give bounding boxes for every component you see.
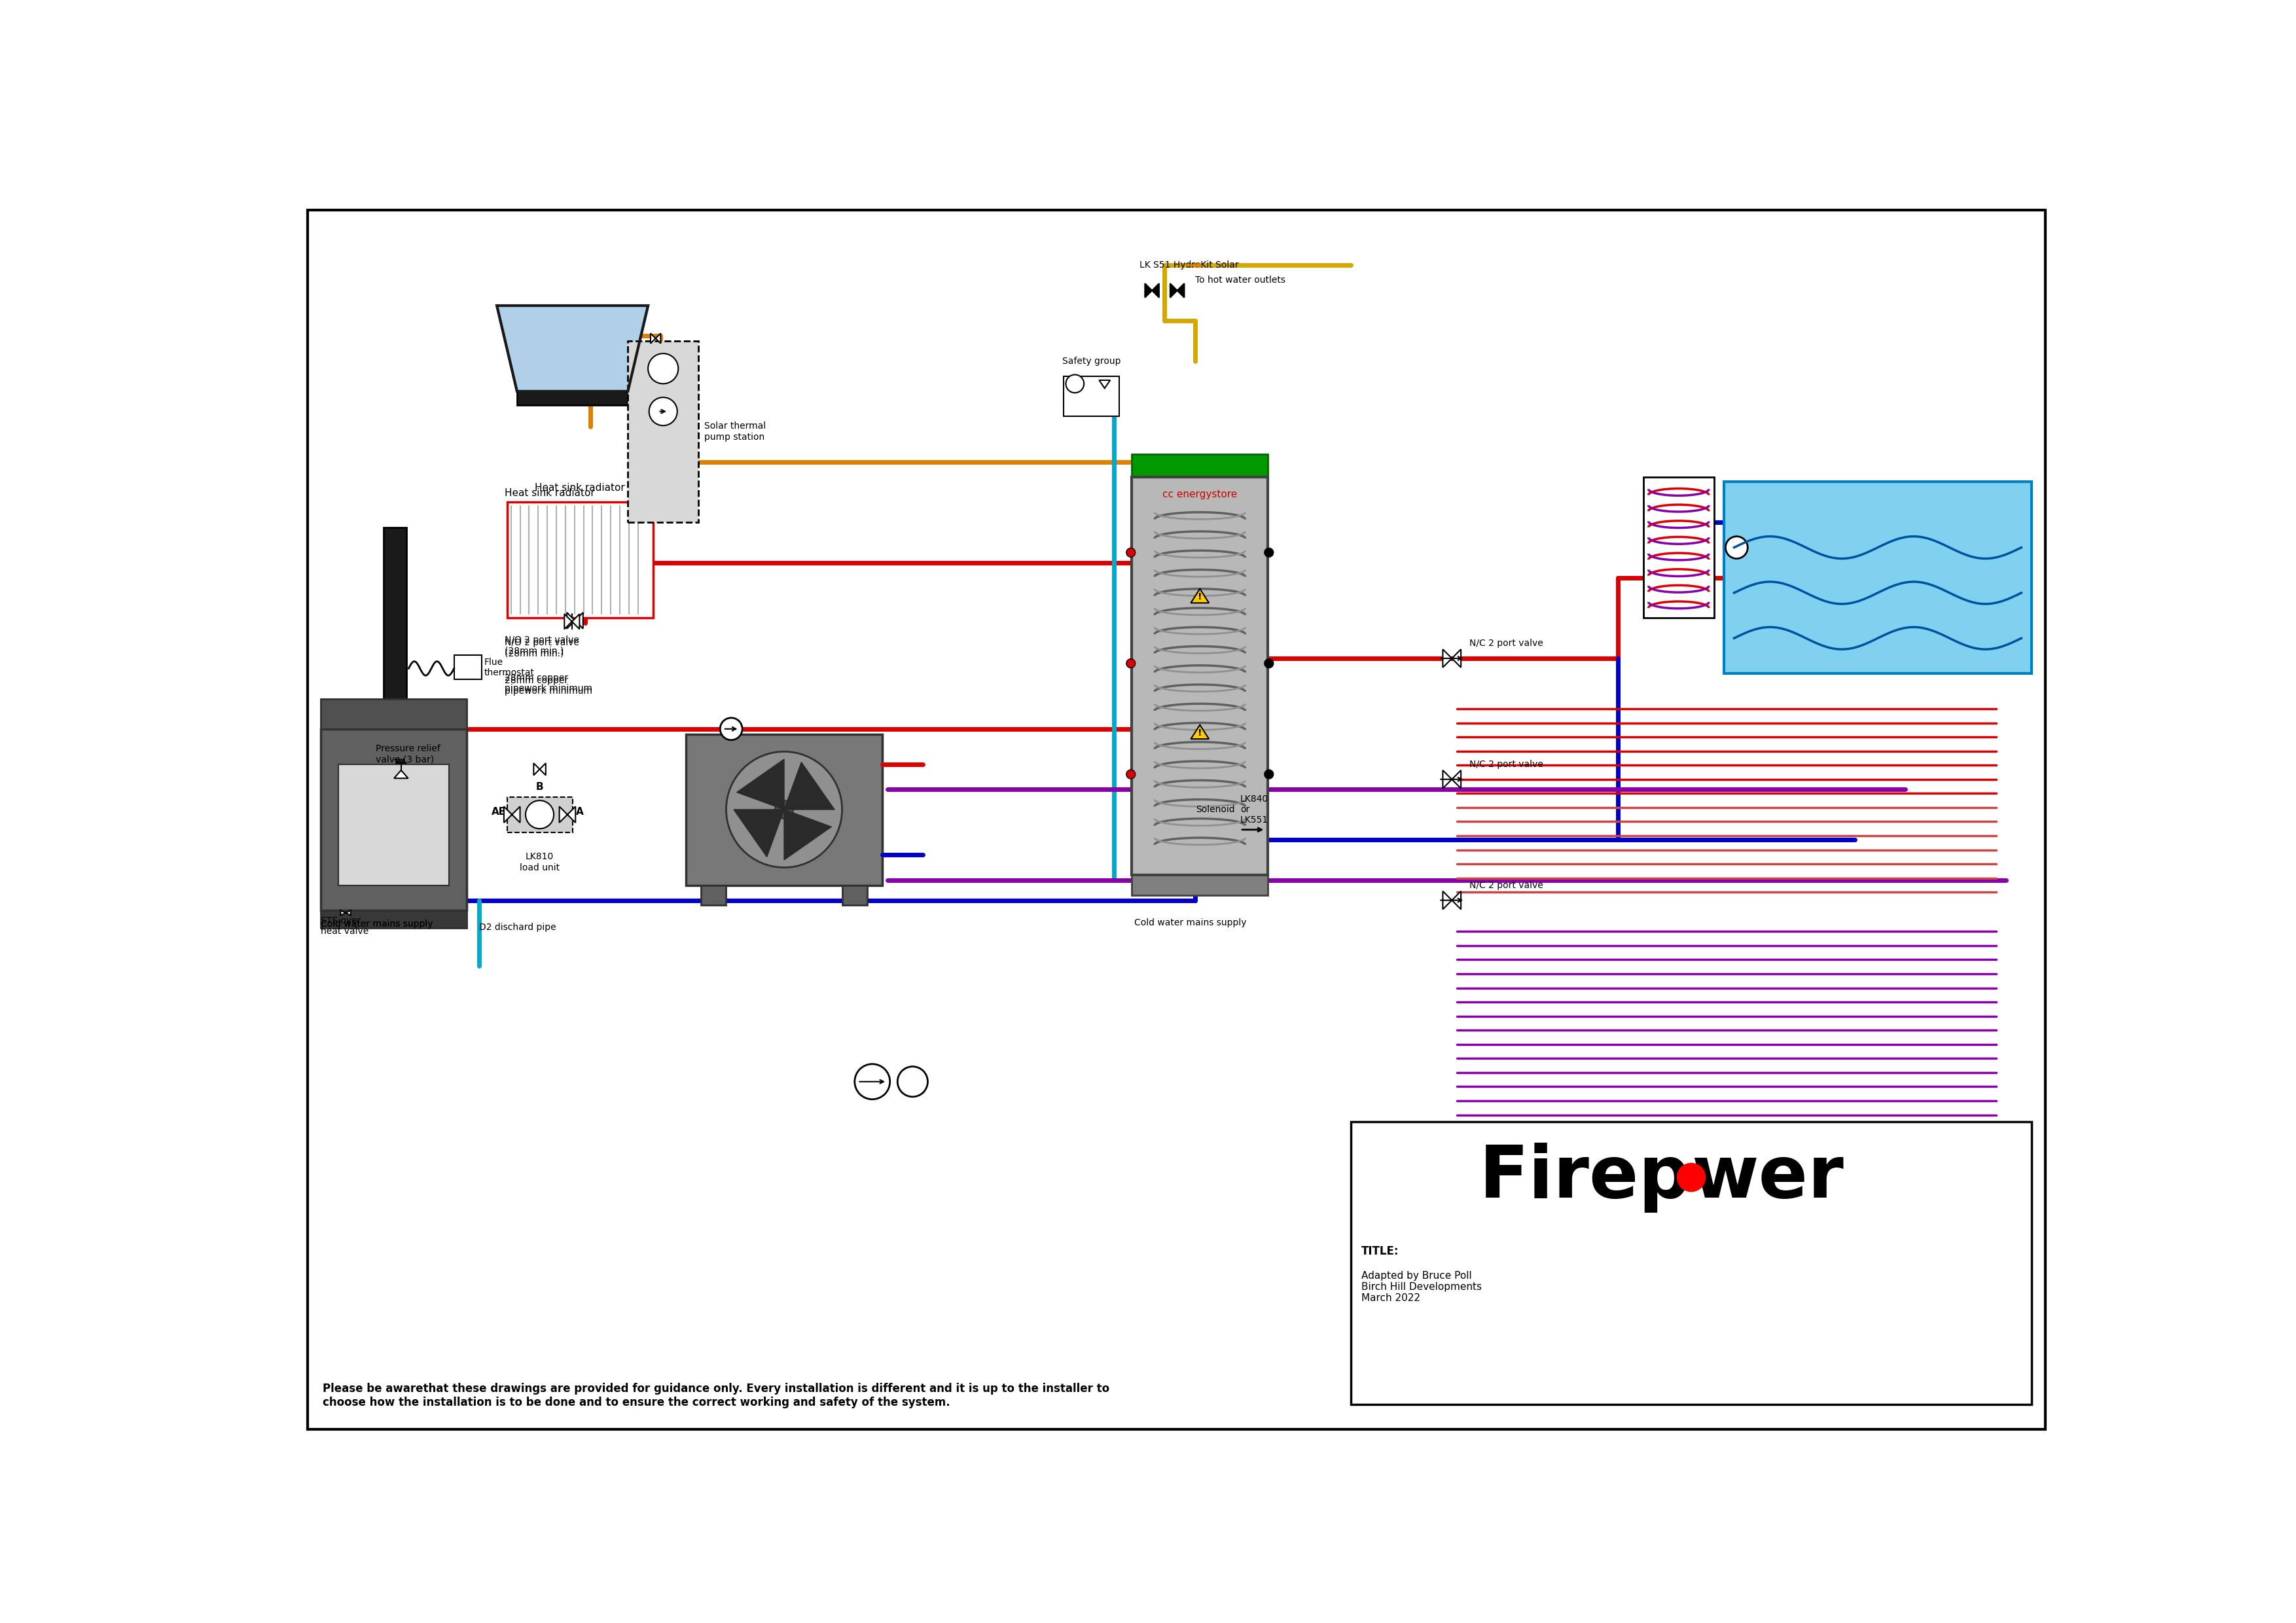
Circle shape (1676, 1164, 1706, 1191)
Bar (338, 764, 450, 885)
Circle shape (721, 717, 742, 740)
Text: Heat sink radiator: Heat sink radiator (535, 484, 625, 493)
Bar (1644, 477, 1713, 618)
Text: N/C 2 port valve: N/C 2 port valve (1469, 760, 1543, 769)
Text: Cold water mains supply: Cold water mains supply (321, 919, 432, 928)
Polygon shape (1442, 891, 1460, 909)
Polygon shape (1192, 725, 1210, 738)
Text: Heat sink radiator: Heat sink radiator (505, 489, 595, 498)
Text: N/O 2 port valve
(28mm min.): N/O 2 port valve (28mm min.) (505, 638, 579, 657)
Text: Adapted by Bruce Poll
Birch Hill Developments
March 2022: Adapted by Bruce Poll Birch Hill Develop… (1362, 1271, 1481, 1303)
Polygon shape (1442, 649, 1460, 667)
Text: N/O 2 port valve
(28mm min.): N/O 2 port valve (28mm min.) (505, 636, 579, 656)
Bar (1132, 875, 1267, 896)
Bar (321, 729, 466, 911)
Bar (1132, 454, 1267, 477)
Polygon shape (1146, 284, 1159, 297)
Bar (321, 698, 466, 729)
Text: Solenoid: Solenoid (1196, 805, 1235, 815)
Text: N/C 2 port valve: N/C 2 port valve (1469, 639, 1543, 648)
Polygon shape (340, 911, 351, 915)
Bar (507, 502, 652, 618)
Circle shape (1727, 537, 1747, 558)
Circle shape (1265, 769, 1274, 779)
Text: B: B (535, 782, 544, 792)
Text: 28mm copper
pipework minimum: 28mm copper pipework minimum (505, 674, 592, 693)
Bar (627, 341, 698, 523)
Circle shape (898, 1066, 928, 1097)
Text: A: A (576, 807, 583, 816)
Polygon shape (496, 305, 647, 391)
Text: wer: wer (1692, 1143, 1844, 1212)
Text: !: ! (1199, 729, 1203, 737)
Text: D2 dischard pipe: D2 dischard pipe (480, 923, 556, 932)
Polygon shape (1442, 771, 1460, 789)
Polygon shape (735, 810, 785, 857)
Text: AB: AB (491, 807, 507, 816)
Bar (517, 391, 627, 406)
Bar (636, 437, 691, 459)
Polygon shape (785, 810, 831, 860)
Circle shape (1127, 549, 1137, 557)
Polygon shape (1100, 380, 1111, 388)
Polygon shape (785, 763, 833, 810)
Text: To hot water outlets: To hot water outlets (1194, 276, 1286, 286)
Text: TITLE:: TITLE: (1362, 1245, 1398, 1258)
Text: LK S51 HydroKit Solar: LK S51 HydroKit Solar (1139, 261, 1238, 269)
Text: STS over
heat valve: STS over heat valve (321, 917, 367, 936)
Polygon shape (565, 613, 579, 630)
Text: Please be awarethat these drawings are provided for guidance only. Every install: Please be awarethat these drawings are p… (324, 1383, 1109, 1409)
Text: Cold water mains supply: Cold water mains supply (321, 919, 432, 928)
Bar (700, 885, 726, 906)
Text: LK840
or
LK551: LK840 or LK551 (1240, 794, 1267, 824)
Text: cc energystore: cc energystore (1162, 490, 1238, 500)
Polygon shape (560, 807, 576, 823)
Circle shape (647, 354, 677, 383)
Polygon shape (737, 760, 785, 810)
Circle shape (1265, 549, 1274, 557)
Bar (843, 885, 868, 906)
Bar (1350, 1121, 2032, 1404)
Text: LK810
load unit: LK810 load unit (519, 852, 560, 872)
Text: !: ! (1199, 592, 1203, 602)
Bar (1724, 482, 2032, 674)
Polygon shape (567, 612, 583, 628)
Polygon shape (533, 763, 546, 776)
Text: Solar thermal
pump station: Solar thermal pump station (705, 422, 767, 441)
Circle shape (1065, 375, 1084, 393)
Circle shape (776, 800, 792, 818)
Circle shape (650, 398, 677, 425)
Text: Safety group: Safety group (1063, 357, 1120, 367)
Bar (455, 656, 482, 680)
Bar (687, 734, 882, 885)
Circle shape (726, 751, 843, 867)
Bar (507, 797, 572, 833)
Circle shape (1127, 769, 1137, 779)
Circle shape (854, 1065, 891, 1099)
Polygon shape (395, 771, 409, 779)
Polygon shape (1171, 284, 1185, 297)
Polygon shape (503, 807, 519, 823)
Circle shape (526, 800, 553, 829)
Bar (321, 911, 466, 928)
Circle shape (1265, 659, 1274, 669)
Circle shape (1127, 659, 1137, 669)
Text: Firep: Firep (1479, 1143, 1692, 1212)
Text: 28mm copper
pipework minimum: 28mm copper pipework minimum (505, 677, 592, 696)
Text: Cold water mains supply: Cold water mains supply (1134, 919, 1247, 927)
Bar (1132, 477, 1267, 875)
Polygon shape (1192, 589, 1210, 602)
Polygon shape (650, 333, 661, 344)
Text: Pressure relief
valve (3 bar): Pressure relief valve (3 bar) (377, 745, 441, 764)
Bar (1063, 377, 1118, 417)
Bar (383, 527, 406, 729)
Text: Flue
thermostat: Flue thermostat (484, 657, 535, 677)
Text: N/C 2 port valve: N/C 2 port valve (1469, 881, 1543, 889)
